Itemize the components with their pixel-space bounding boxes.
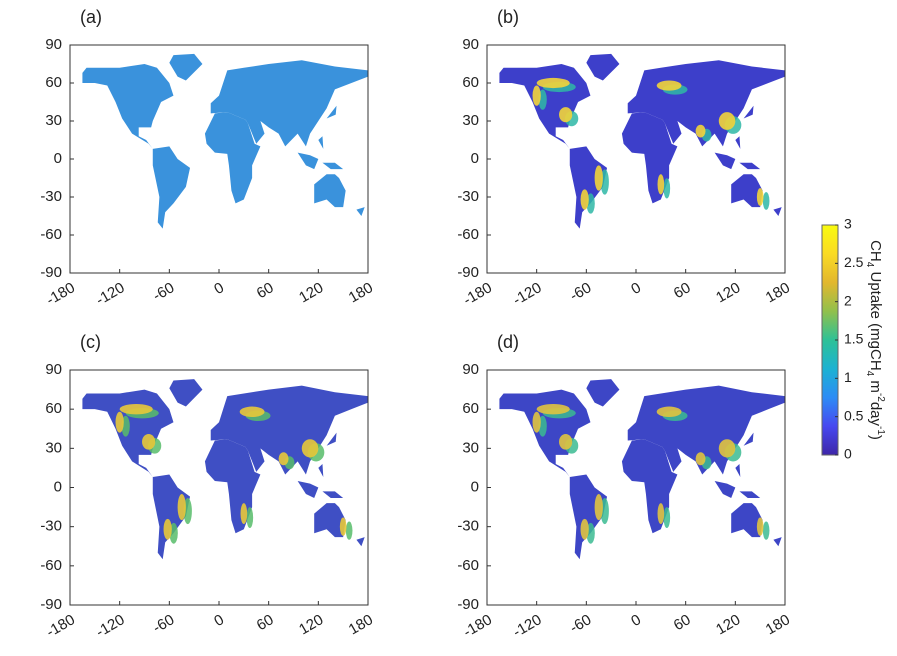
panel-label: (c) (80, 332, 101, 352)
x-tick-label: 120 (713, 611, 743, 638)
x-tick-label: -180 (43, 279, 78, 309)
x-tick-label: 0 (628, 611, 644, 630)
map-panel: 90 60 30 0 -30 -60 -90-180 -120 -60 0 60 120 180 (c) (40, 332, 376, 641)
x-tick-label: 0 (211, 611, 227, 630)
x-tick-label: 60 (671, 279, 694, 302)
x-tick-label: 120 (296, 279, 326, 306)
label-part: m (867, 376, 884, 393)
colorbar-tick-label: 2.5 (844, 254, 864, 270)
y-tick-label: 0 (54, 150, 62, 167)
x-tick-label: -180 (460, 611, 495, 641)
colorbar-tick-label: 3 (844, 216, 852, 232)
y-tick-label: -90 (457, 596, 479, 613)
y-tick-label: 90 (462, 36, 479, 53)
y-tick-label: 60 (45, 400, 62, 417)
y-tick-label: 0 (471, 478, 479, 495)
x-tick-label: 60 (254, 611, 277, 634)
y-tick-label: -90 (40, 264, 62, 281)
x-tick-label: 180 (346, 611, 376, 638)
y-tick-label: -30 (40, 188, 62, 205)
y-tick-label: 0 (54, 478, 62, 495)
y-tick-label: -90 (40, 596, 62, 613)
y-tick-label: 60 (462, 74, 479, 91)
colorbar-tick-label: 2 (844, 292, 852, 308)
x-tick-label: 180 (346, 279, 376, 306)
x-tick-label: -120 (510, 611, 545, 641)
y-tick-label: -90 (457, 264, 479, 281)
y-tick-label: 30 (45, 439, 62, 456)
x-tick-label: 180 (763, 611, 793, 638)
x-tick-label: -60 (150, 279, 177, 305)
y-tick-label: -60 (40, 226, 62, 243)
colorbar-label: CH4 Uptake (mgCH4 m-2day-1) (864, 240, 886, 440)
y-tick-label: 30 (462, 439, 479, 456)
x-tick-label: -180 (43, 611, 78, 641)
x-tick-label: -120 (510, 279, 545, 309)
label-part: day (867, 402, 884, 427)
x-tick-label: 0 (211, 279, 227, 298)
panel-label: (a) (80, 7, 102, 27)
colorbar-tick-label: 1 (844, 369, 852, 385)
panel-label: (b) (497, 7, 519, 27)
map-panel: 90 60 30 0 -30 -60 -90-180 -120 -60 0 60 120 180 (a) (40, 7, 376, 309)
x-tick-label: 180 (763, 279, 793, 306)
land (82, 53, 368, 229)
y-tick-label: 60 (462, 400, 479, 417)
x-tick-label: 120 (713, 279, 743, 306)
y-tick-label: -30 (40, 518, 62, 535)
map-panel: 90 60 30 0 -30 -60 -90-180 -120 -60 0 60 120 180 (b) (457, 7, 793, 309)
colorbar-tick-label: 0.5 (844, 407, 864, 423)
y-tick-label: 90 (45, 361, 62, 378)
x-tick-label: 0 (628, 279, 644, 298)
y-tick-label: -60 (457, 226, 479, 243)
label-part: -1 (875, 426, 886, 435)
x-tick-label: 60 (671, 611, 694, 634)
y-tick-label: 30 (45, 112, 62, 129)
panel-label: (d) (497, 332, 519, 352)
x-tick-label: 60 (254, 279, 277, 302)
y-tick-label: -30 (457, 518, 479, 535)
colorbar-tick-label: 1.5 (844, 331, 864, 347)
label-part: CH (867, 240, 884, 262)
x-tick-label: -180 (460, 279, 495, 309)
label-part: 4 (864, 262, 875, 268)
label-part: Uptake (mgCH (867, 267, 884, 370)
x-tick-label: -60 (567, 611, 594, 637)
x-tick-label: 120 (296, 611, 326, 638)
x-tick-label: -120 (93, 279, 128, 309)
colorbar-tick-label: 0 (844, 446, 852, 462)
label-part: 4 (864, 371, 875, 377)
y-tick-label: 90 (45, 36, 62, 53)
label-part: -2 (875, 393, 886, 402)
y-tick-label: -30 (457, 188, 479, 205)
map-panel: 90 60 30 0 -30 -60 -90-180 -120 -60 0 60 120 180 (d) (457, 332, 793, 641)
y-tick-label: 0 (471, 150, 479, 167)
y-tick-label: 90 (462, 361, 479, 378)
x-tick-label: -60 (567, 279, 594, 305)
y-tick-label: 60 (45, 74, 62, 91)
y-tick-label: -60 (40, 557, 62, 574)
y-tick-label: 30 (462, 112, 479, 129)
y-tick-label: -60 (457, 557, 479, 574)
x-tick-label: -60 (150, 611, 177, 637)
label-part: ) (867, 435, 884, 440)
x-tick-label: -120 (93, 611, 128, 641)
